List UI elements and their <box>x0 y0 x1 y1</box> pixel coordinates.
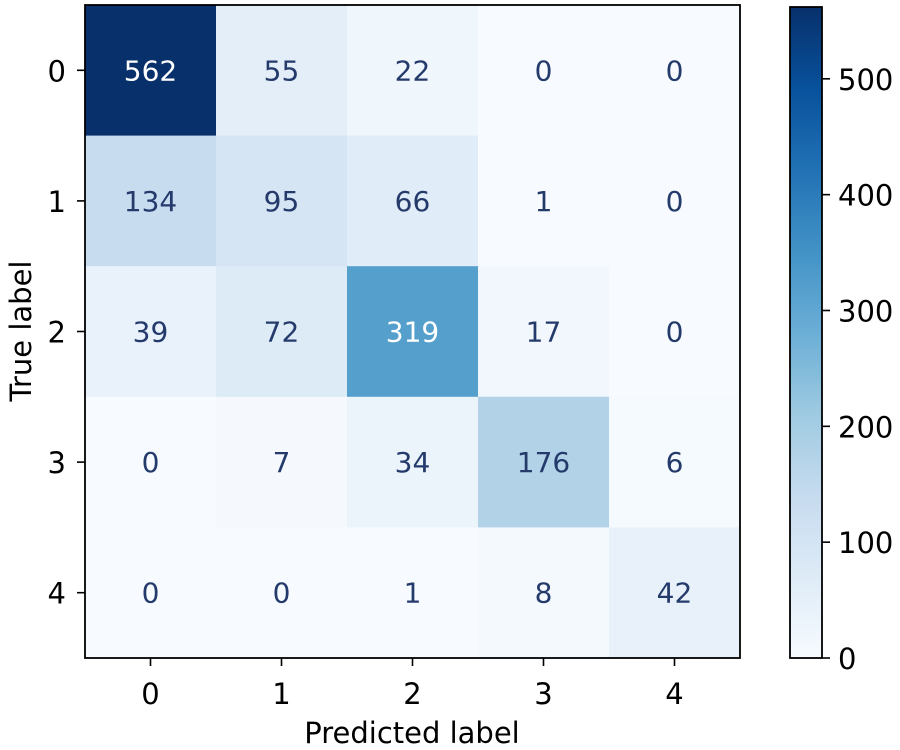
colorbar <box>789 6 823 659</box>
heatmap-cells <box>85 5 741 659</box>
heatmap-cell-r4-c0 <box>85 527 217 659</box>
cell-value-r2-c3: 17 <box>526 316 562 349</box>
cell-value-r3-c0: 0 <box>142 446 160 479</box>
colorbar-tick-label: 400 <box>838 179 893 213</box>
cell-value-r3-c2: 34 <box>395 446 431 479</box>
cell-value-r4-c1: 0 <box>273 577 291 610</box>
cell-value-r2-c0: 39 <box>133 316 169 349</box>
heatmap-cell-r2-c4 <box>609 266 741 398</box>
colorbar-tick-label: 500 <box>838 63 893 97</box>
heatmap-cell-r2-c1 <box>216 266 348 398</box>
x-tick-label: 2 <box>403 677 421 711</box>
heatmap-cell-r1-c4 <box>609 135 741 267</box>
heatmap-cell-r4-c3 <box>478 527 610 659</box>
colorbar-tick-label: 100 <box>838 526 893 560</box>
colorbar-tick-label: 300 <box>838 294 893 328</box>
y-tick-label: 1 <box>48 185 66 219</box>
heatmap-cell-r4-c2 <box>347 527 479 659</box>
heatmap-cell-r4-c1 <box>216 527 348 659</box>
cell-value-r3-c4: 6 <box>666 446 684 479</box>
y-tick-label: 0 <box>48 54 66 88</box>
y-tick-label: 2 <box>48 316 66 350</box>
cell-value-r0-c2: 22 <box>395 54 431 87</box>
heatmap-cell-r2-c3 <box>478 266 610 398</box>
x-tick-label: 0 <box>141 677 159 711</box>
heatmap-cell-r2-c2 <box>347 266 479 398</box>
colorbar-ticks: 0 100 200 300 400 500 <box>822 63 893 676</box>
heatmap-cell-r3-c3 <box>478 396 610 528</box>
cell-value-r1-c1: 95 <box>264 185 300 218</box>
cell-value-r1-c4: 0 <box>666 185 684 218</box>
cell-value-r1-c2: 66 <box>395 185 431 218</box>
heatmap-cell-r3-c4 <box>609 396 741 528</box>
heatmap-cell-r0-c4 <box>609 5 741 137</box>
heatmap-cell-r3-c1 <box>216 396 348 528</box>
heatmap-cell-r3-c0 <box>85 396 217 528</box>
y-axis-label: True label <box>4 261 38 403</box>
heatmap-cell-r0-c1 <box>216 5 348 137</box>
heatmap-cell-labels: 562 55 22 0 0 134 95 66 1 0 39 72 319 17 0 0 7 34 176 6 0 0 1 8… <box>124 54 693 609</box>
heatmap-cell-r0-c0 <box>85 5 217 137</box>
cell-value-r4-c3: 8 <box>535 577 553 610</box>
cell-value-r4-c4: 42 <box>657 577 693 610</box>
heatmap-cell-r3-c2 <box>347 396 479 528</box>
heatmap-cell-r1-c3 <box>478 135 610 267</box>
cell-value-r0-c3: 0 <box>535 54 553 87</box>
heatmap-cell-r0-c3 <box>478 5 610 137</box>
cell-value-r2-c2: 319 <box>386 316 439 349</box>
cell-value-r0-c1: 55 <box>264 54 300 87</box>
cell-value-r1-c3: 1 <box>535 185 553 218</box>
x-axis-label: Predicted label <box>304 716 520 750</box>
cell-value-r2-c1: 72 <box>264 316 300 349</box>
cell-value-r1-c0: 134 <box>124 185 177 218</box>
y-tick-label: 3 <box>48 446 66 480</box>
heatmap-cell-r1-c1 <box>216 135 348 267</box>
cell-value-r4-c2: 1 <box>404 577 422 610</box>
cell-value-r3-c1: 7 <box>273 446 291 479</box>
x-tick-label: 3 <box>534 677 552 711</box>
heatmap-cell-r4-c4 <box>609 527 741 659</box>
x-tick-label: 4 <box>665 677 683 711</box>
heatmap-cell-r2-c0 <box>85 266 217 398</box>
colorbar-tick-label: 200 <box>838 410 893 444</box>
colorbar-tick-label: 0 <box>838 642 856 676</box>
cell-value-r2-c4: 0 <box>666 316 684 349</box>
heatmap-cell-r1-c2 <box>347 135 479 267</box>
cell-value-r4-c0: 0 <box>142 577 160 610</box>
x-tick-label: 1 <box>272 677 290 711</box>
heatmap-cell-r1-c0 <box>85 135 217 267</box>
cell-value-r3-c3: 176 <box>517 446 570 479</box>
heatmap-cell-r0-c2 <box>347 5 479 137</box>
y-axis-ticks: 0 1 2 3 4 <box>48 54 85 611</box>
cell-value-r0-c0: 562 <box>124 54 177 87</box>
cell-value-r0-c4: 0 <box>666 54 684 87</box>
x-axis-ticks: 0 1 2 3 4 <box>141 658 684 711</box>
y-tick-label: 4 <box>48 577 66 611</box>
